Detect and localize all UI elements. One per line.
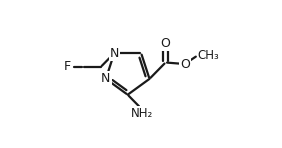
Text: O: O — [180, 58, 190, 71]
Text: F: F — [63, 61, 70, 73]
Text: N: N — [109, 47, 119, 60]
Text: CH₃: CH₃ — [198, 49, 220, 62]
Text: NH₂: NH₂ — [131, 107, 153, 120]
Text: O: O — [161, 37, 171, 50]
Text: N: N — [101, 72, 111, 85]
